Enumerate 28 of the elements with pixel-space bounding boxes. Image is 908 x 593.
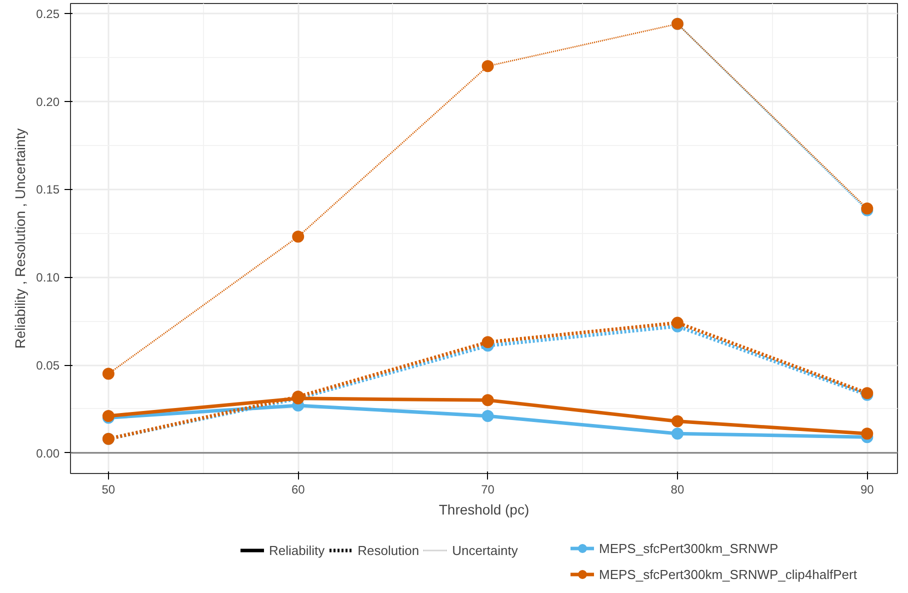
legend-label: MEPS_sfcPert300km_SRNWP_clip4halfPert bbox=[599, 566, 857, 582]
x-tick-label: 60 bbox=[291, 482, 306, 496]
point bbox=[671, 428, 684, 440]
point bbox=[482, 336, 494, 348]
y-tick-label: 0.10 bbox=[36, 270, 60, 285]
point bbox=[292, 230, 304, 243]
point bbox=[482, 410, 494, 422]
y-tick-label: 0.05 bbox=[36, 358, 60, 373]
point bbox=[671, 415, 684, 428]
legend-label: MEPS_sfcPert300km_SRNWP bbox=[599, 540, 778, 556]
y-tick-label: 0.15 bbox=[36, 182, 60, 197]
y-axis-title: Reliability , Resolution , Uncertainty bbox=[12, 128, 28, 349]
point bbox=[482, 60, 494, 72]
point bbox=[482, 394, 494, 406]
y-tick-label: 0.25 bbox=[36, 6, 60, 21]
text: Resolution bbox=[358, 542, 420, 558]
x-tick-label: 80 bbox=[670, 482, 684, 496]
x-tick-label: 50 bbox=[102, 482, 116, 496]
x-tick-label: 90 bbox=[860, 482, 874, 496]
point bbox=[671, 316, 684, 329]
text: Reliability bbox=[269, 542, 325, 558]
y-tick-label: 0.20 bbox=[36, 94, 60, 109]
y-tick-label: 0.00 bbox=[36, 446, 60, 460]
x-axis-title: Threshold (pc) bbox=[438, 502, 530, 518]
text: Uncertainty bbox=[452, 542, 518, 558]
point bbox=[102, 368, 114, 380]
x-tick-label: 70 bbox=[481, 482, 495, 496]
point bbox=[861, 428, 874, 440]
